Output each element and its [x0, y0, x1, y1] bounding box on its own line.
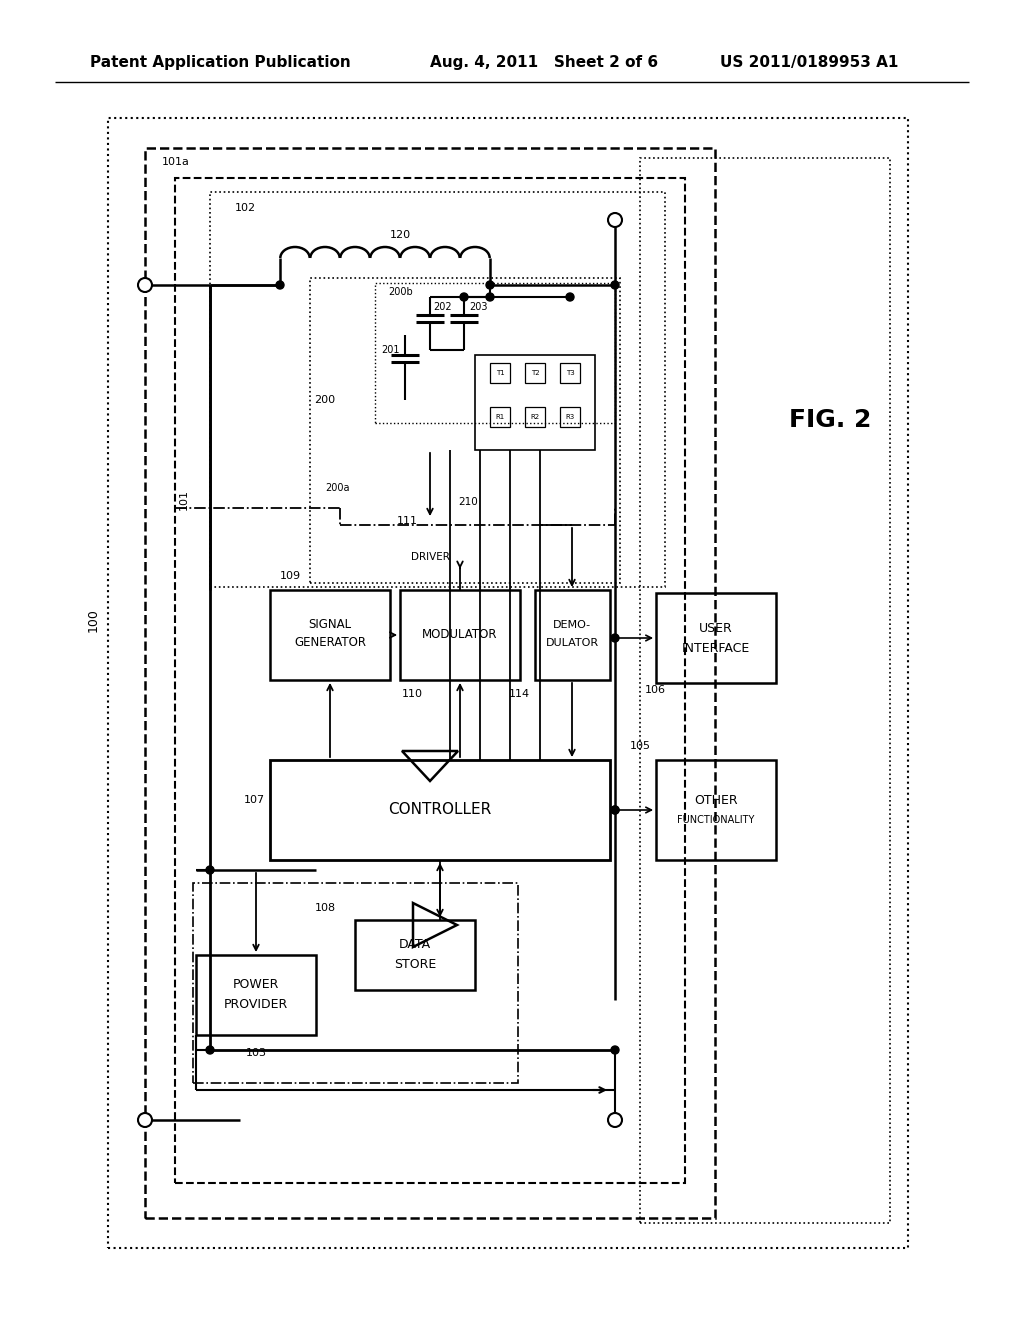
Text: Patent Application Publication: Patent Application Publication	[90, 54, 351, 70]
Circle shape	[611, 807, 618, 814]
Text: 105: 105	[630, 741, 651, 751]
Text: 120: 120	[389, 230, 411, 240]
Bar	[196, 954, 316, 1035]
Text: R2: R2	[530, 414, 540, 420]
Circle shape	[206, 866, 214, 874]
Text: R1: R1	[496, 414, 505, 420]
Text: 110: 110	[402, 689, 423, 700]
Circle shape	[611, 634, 618, 642]
Circle shape	[611, 1045, 618, 1053]
Bar	[560, 363, 580, 383]
Text: 103: 103	[246, 1048, 266, 1059]
Bar	[656, 760, 776, 861]
Text: DRIVER: DRIVER	[411, 552, 450, 562]
Bar	[270, 760, 610, 861]
Text: 107: 107	[244, 795, 265, 805]
Bar	[145, 148, 715, 1218]
Text: 200: 200	[314, 395, 336, 405]
Text: USER: USER	[699, 622, 733, 635]
Circle shape	[486, 293, 494, 301]
Text: 114: 114	[509, 689, 530, 700]
Circle shape	[566, 293, 574, 301]
Text: GENERATOR: GENERATOR	[294, 636, 366, 649]
Text: 203: 203	[469, 302, 487, 312]
Circle shape	[138, 279, 152, 292]
Text: Aug. 4, 2011   Sheet 2 of 6: Aug. 4, 2011 Sheet 2 of 6	[430, 54, 658, 70]
Text: T2: T2	[530, 370, 540, 376]
Circle shape	[611, 807, 618, 814]
Text: FUNCTIONALITY: FUNCTIONALITY	[677, 814, 755, 825]
Text: 101: 101	[179, 490, 189, 511]
Circle shape	[206, 1045, 214, 1053]
Text: OTHER: OTHER	[694, 793, 738, 807]
Text: 108: 108	[314, 903, 336, 913]
Bar	[375, 282, 615, 422]
Bar	[640, 158, 890, 1224]
Text: DEMO-: DEMO-	[553, 620, 591, 630]
Bar	[535, 590, 610, 680]
Text: 101a: 101a	[162, 157, 189, 168]
Bar	[490, 363, 510, 383]
Text: PROVIDER: PROVIDER	[224, 998, 288, 1011]
Bar	[490, 407, 510, 426]
Text: 200b: 200b	[388, 286, 413, 297]
Text: CONTROLLER: CONTROLLER	[388, 803, 492, 817]
Circle shape	[608, 1113, 622, 1127]
Bar	[175, 178, 685, 1183]
Text: INTERFACE: INTERFACE	[682, 642, 751, 655]
Text: T1: T1	[496, 370, 505, 376]
Circle shape	[460, 293, 468, 301]
Bar	[656, 593, 776, 682]
Circle shape	[486, 281, 494, 289]
Text: 106: 106	[645, 685, 666, 696]
Bar	[108, 117, 908, 1247]
Circle shape	[138, 1113, 152, 1127]
Bar	[210, 191, 665, 587]
Text: 201: 201	[381, 345, 399, 355]
Text: MODULATOR: MODULATOR	[422, 628, 498, 642]
Text: US 2011/0189953 A1: US 2011/0189953 A1	[720, 54, 898, 70]
Text: POWER: POWER	[232, 978, 280, 991]
Text: R3: R3	[565, 414, 574, 420]
Bar	[270, 590, 390, 680]
Bar	[560, 407, 580, 426]
Bar	[400, 590, 520, 680]
Bar	[310, 279, 620, 583]
Text: STORE: STORE	[394, 958, 436, 972]
Text: 111: 111	[397, 516, 418, 525]
Bar	[355, 920, 475, 990]
Text: 202: 202	[434, 302, 453, 312]
Bar	[525, 407, 545, 426]
Text: 200a: 200a	[325, 483, 349, 492]
Text: DATA: DATA	[399, 939, 431, 952]
Text: DULATOR: DULATOR	[546, 638, 599, 648]
Bar	[475, 355, 595, 450]
Text: 100: 100	[86, 609, 99, 632]
Bar	[525, 363, 545, 383]
Circle shape	[611, 281, 618, 289]
Bar	[193, 883, 518, 1082]
Text: 102: 102	[234, 203, 256, 213]
Text: FIG. 2: FIG. 2	[788, 408, 871, 432]
Text: 109: 109	[280, 572, 301, 581]
Circle shape	[276, 281, 284, 289]
Text: 210: 210	[458, 498, 478, 507]
Text: SIGNAL: SIGNAL	[308, 619, 351, 631]
Circle shape	[608, 213, 622, 227]
Text: T3: T3	[565, 370, 574, 376]
